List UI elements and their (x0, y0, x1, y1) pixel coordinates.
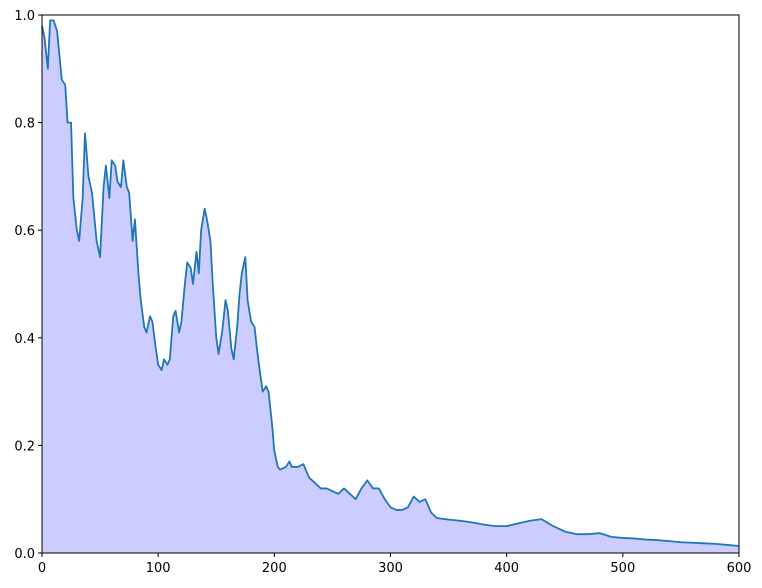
y-tick-label: 1.0 (14, 9, 35, 24)
x-tick-label: 100 (146, 561, 171, 576)
y-tick-label: 0.8 (14, 117, 35, 132)
x-tick-label: 500 (610, 561, 635, 576)
area-fill (42, 20, 739, 553)
y-tick-label: 0.0 (14, 547, 35, 562)
line (41, 19, 740, 547)
x-tick-label: 300 (378, 561, 403, 576)
y-tick-label: 0.6 (14, 224, 35, 239)
x-tick-label: 400 (494, 561, 519, 576)
x-tick-label: 200 (262, 561, 287, 576)
y-tick-label: 0.4 (14, 332, 35, 347)
x-tick-label: 600 (727, 561, 752, 576)
x-tick-label: 0 (38, 561, 46, 576)
y-tick-label: 0.2 (14, 439, 35, 454)
